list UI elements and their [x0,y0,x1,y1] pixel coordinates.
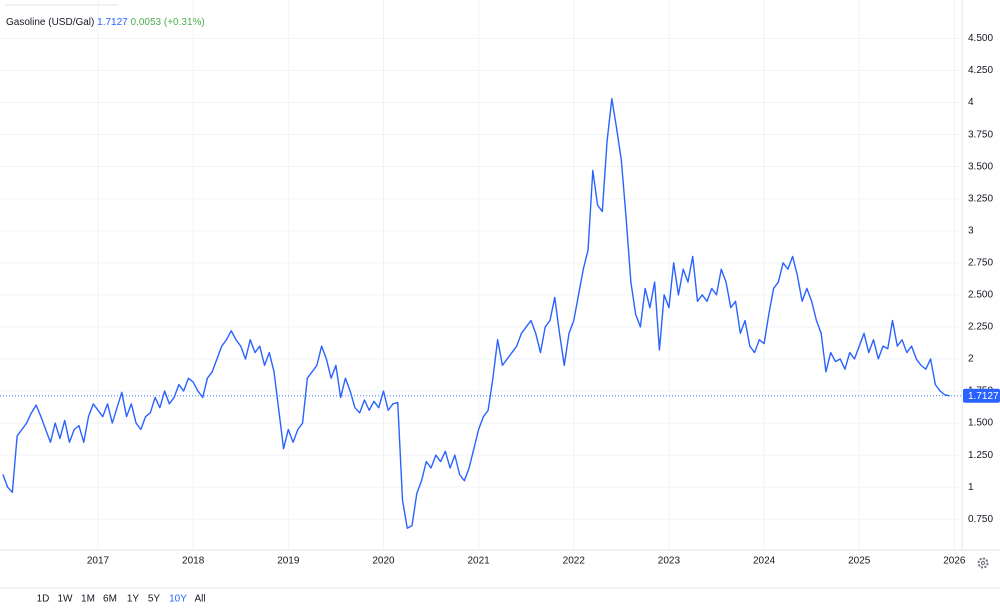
x-tick-label: 2026 [943,556,966,567]
y-tick-label: 2.500 [968,290,993,301]
y-tick-label: 2.250 [968,322,993,333]
x-tick-label: 2025 [848,556,871,567]
y-tick-label: 4 [968,97,974,108]
chart-title: Gasoline (USD/Gal) [6,17,94,28]
timeframe-button[interactable]: 1W [58,594,74,605]
x-tick-label: 2023 [658,556,681,567]
x-tick-label: 2019 [277,556,300,567]
timeframe-button[interactable]: 1Y [127,594,140,605]
timeframe-button[interactable]: 1D [37,594,50,605]
y-tick-label: 1.500 [968,418,993,429]
y-tick-label: 0.750 [968,514,993,525]
y-tick-label: 3.750 [968,129,993,140]
timeframe-button[interactable]: All [194,594,205,605]
x-tick-label: 2020 [372,556,395,567]
timeframe-button[interactable]: 5Y [148,594,161,605]
y-tick-label: 2.750 [968,257,993,268]
y-tick-label: 1 [968,482,974,493]
y-tick-label: 4.250 [968,65,993,76]
price-line [2,98,950,529]
gear [977,557,989,569]
gear-hole [980,560,986,566]
header-change: 0.0053 (+0.31%) [131,17,205,28]
last-price-label: 1.7127 [968,391,999,402]
x-tick-label: 2018 [182,556,205,567]
x-tick-label: 2024 [753,556,776,567]
x-tick-label: 2022 [563,556,586,567]
settings-icon[interactable] [977,557,989,569]
header-price: 1.7127 [97,17,128,28]
y-tick-label: 2 [968,354,974,365]
y-tick-label: 3.500 [968,161,993,172]
timeframe-button[interactable]: 1M [81,594,95,605]
y-tick-label: 1.250 [968,450,993,461]
y-tick-label: 4.500 [968,33,993,44]
timeframe-button[interactable]: 6M [103,594,117,605]
y-tick-label: 3.250 [968,193,993,204]
x-tick-label: 2017 [87,556,110,567]
y-tick-label: 3 [968,225,974,236]
x-tick-label: 2021 [467,556,490,567]
header: Gasoline (USD/Gal) 1.7127 0.0053 (+0.31%… [6,17,205,28]
timeframe-button[interactable]: 10Y [169,594,187,605]
last-price-badge [963,388,1000,403]
